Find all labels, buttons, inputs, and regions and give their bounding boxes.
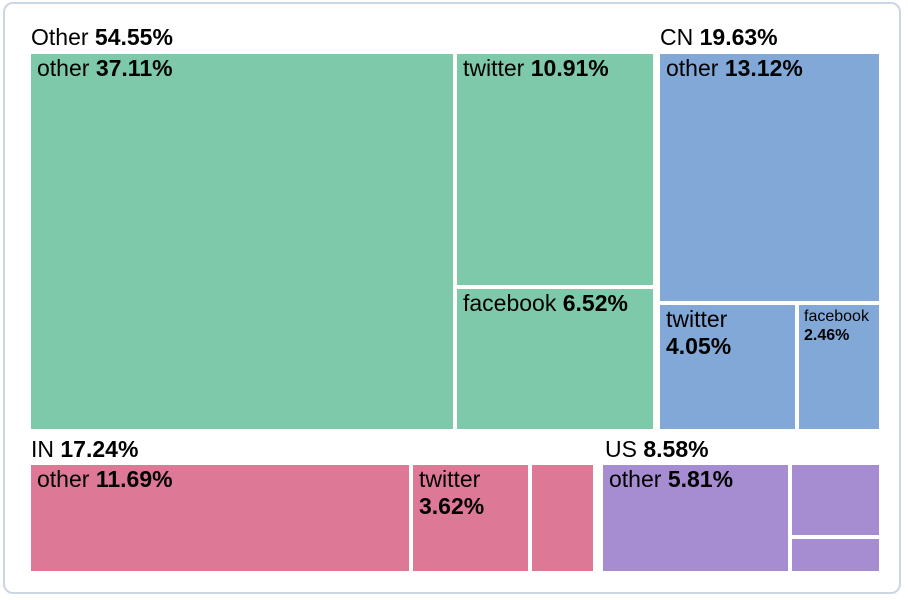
treemap-cell-us-other[interactable]: other 5.81% xyxy=(603,465,788,571)
group-header-in: IN 17.24% xyxy=(31,436,138,462)
cell-label: other xyxy=(666,55,719,81)
cell-value: 4.05% xyxy=(666,333,732,359)
group-value: 54.55% xyxy=(94,24,173,50)
cell-label: twitter xyxy=(666,306,728,332)
cell-label: facebook xyxy=(463,290,557,316)
group-label: CN xyxy=(660,24,694,50)
cell-label: other xyxy=(37,55,90,81)
treemap-cell-cn-twitter[interactable]: twitter 4.05% xyxy=(660,305,795,429)
cell-value: 11.69% xyxy=(95,466,173,492)
group-header-us: US 8.58% xyxy=(605,436,709,462)
cell-value: 13.12% xyxy=(724,55,803,81)
treemap-cell-in-twitter[interactable]: twitter 3.62% xyxy=(413,465,528,571)
treemap-cell-other-twitter[interactable]: twitter 10.91% xyxy=(457,54,653,285)
cell-label: other xyxy=(37,466,90,492)
group-label: US xyxy=(605,436,637,462)
cell-value: 37.11% xyxy=(95,55,173,81)
treemap-cell-other-facebook[interactable]: facebook 6.52% xyxy=(457,289,653,429)
cell-value: 5.81% xyxy=(667,466,734,492)
treemap-cell-us-unlabeled-2[interactable] xyxy=(792,539,879,571)
treemap-cell-cn-facebook[interactable]: facebook 2.46% xyxy=(799,305,879,429)
group-value: 17.24% xyxy=(60,436,139,462)
group-value: 19.63% xyxy=(699,24,778,50)
cell-label: twitter xyxy=(419,466,481,492)
treemap-cell-in-other[interactable]: other 11.69% xyxy=(31,465,409,571)
group-header-cn: CN 19.63% xyxy=(660,24,778,50)
group-label: Other xyxy=(31,24,89,50)
cell-label: facebook xyxy=(804,308,869,325)
cell-value: 3.62% xyxy=(419,493,485,519)
cell-label: other xyxy=(609,466,662,492)
cell-value: 6.52% xyxy=(562,290,628,316)
cell-value: 10.91% xyxy=(530,55,609,81)
cell-value: 2.46% xyxy=(804,327,850,344)
cell-label: twitter xyxy=(463,55,525,81)
treemap-cell-us-unlabeled-1[interactable] xyxy=(792,465,879,535)
group-header-other: Other 54.55% xyxy=(31,24,173,50)
group-value: 8.58% xyxy=(643,436,709,462)
treemap-cell-in-unlabeled[interactable] xyxy=(532,465,593,571)
treemap-cell-cn-other[interactable]: other 13.12% xyxy=(660,54,879,301)
group-label: IN xyxy=(31,436,54,462)
treemap-cell-other-other[interactable]: other 37.11% xyxy=(31,54,453,429)
